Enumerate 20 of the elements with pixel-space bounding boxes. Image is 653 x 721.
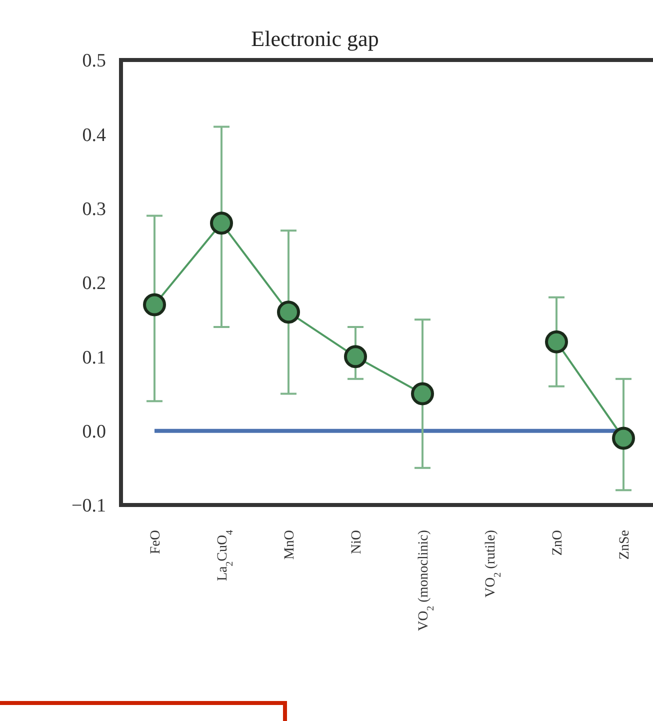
x-tick-label: ZnO	[550, 530, 566, 556]
y-tick-label: 0.0	[82, 421, 106, 442]
x-tick-label: NiO	[349, 530, 364, 554]
point	[143, 293, 166, 316]
point	[411, 382, 434, 406]
x-tick-label: MnO	[282, 530, 298, 560]
chart-title: Electronic gap	[251, 26, 379, 51]
x-tick-label: ZnSe	[617, 530, 632, 560]
point	[612, 426, 635, 450]
y-tick-label: 0.3	[82, 198, 106, 220]
point	[210, 212, 233, 235]
y-tick-label: −0.1	[72, 496, 106, 517]
point	[344, 345, 367, 368]
y-tick-label: 0.4	[82, 124, 106, 146]
x-tick-label: FeO	[148, 530, 164, 554]
y-tick-label: 0.2	[82, 273, 106, 294]
y-tick-label: 0.5	[82, 50, 106, 72]
point	[277, 300, 300, 324]
point	[545, 330, 568, 354]
y-tick-label: 0.1	[82, 347, 106, 368]
